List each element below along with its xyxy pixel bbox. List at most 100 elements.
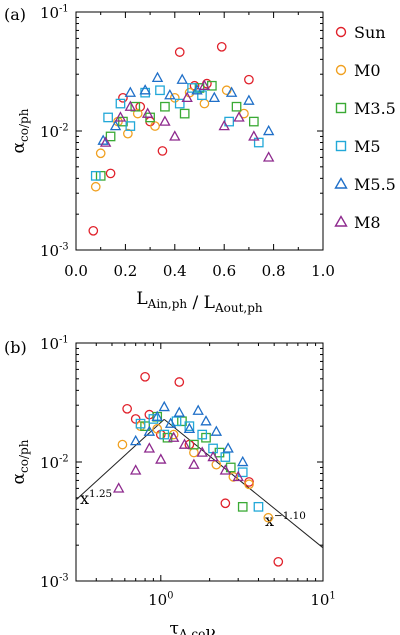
data-point [174, 47, 185, 57]
data-point [125, 121, 136, 131]
data-point [164, 417, 177, 428]
data-point [135, 418, 146, 429]
data-point [189, 447, 199, 458]
data-point [159, 115, 171, 126]
y-tick-label: 10-2 [40, 122, 69, 141]
y-tick-label: 10-3 [40, 241, 69, 260]
panel-label: (a) [4, 5, 26, 24]
data-point [232, 470, 244, 482]
legend-label: M5.5 [354, 175, 396, 194]
data-point [220, 498, 231, 509]
data-point [135, 101, 146, 112]
fit-line-label: x−1.10 [265, 510, 306, 530]
data-point [253, 501, 264, 512]
data-point [262, 124, 275, 136]
data-point [199, 98, 210, 109]
y-axis-label: αco/ph [9, 439, 31, 484]
data-point [237, 455, 249, 467]
legend: Sun M0 M3.5 M5 M5.5 M8 [334, 23, 396, 232]
data-point [139, 84, 151, 95]
data-point [112, 482, 125, 493]
data-point [122, 403, 132, 414]
data-point [124, 100, 137, 111]
data-point [176, 73, 188, 84]
x-axis-label: τA,coνac [169, 619, 229, 635]
data-point [183, 422, 196, 434]
y-tick-label: 10-1 [40, 334, 69, 353]
data-point [118, 92, 128, 103]
fit-line-label: x1.25 [80, 488, 112, 508]
x-tick-label: 0.6 [212, 262, 236, 280]
data-point [197, 429, 208, 440]
legend-label: M5 [354, 137, 381, 156]
data-point [233, 111, 245, 122]
x-axis-label: LAin,ph / LAout,ph [136, 289, 263, 315]
data-point [151, 410, 163, 421]
data-point [169, 130, 181, 141]
y-tick-label: 10-2 [40, 453, 69, 472]
data-point [141, 107, 154, 118]
data-point [222, 442, 234, 453]
data-point [129, 434, 142, 446]
legend-label: Sun [354, 23, 386, 42]
data-point [218, 119, 230, 131]
fit-line [75, 419, 165, 501]
data-point [174, 377, 185, 387]
plot-frame [75, 11, 324, 251]
data-point [188, 458, 200, 469]
data-point [208, 91, 221, 103]
x-tick-label: 0.2 [113, 262, 137, 280]
legend-label: M3.5 [354, 99, 396, 118]
data-point [184, 421, 195, 432]
data-point [95, 148, 106, 159]
data-point [244, 479, 254, 490]
data-point [244, 74, 254, 85]
x-tick-label: 0.8 [262, 262, 286, 280]
data-point [97, 134, 109, 145]
data-point [90, 170, 101, 181]
data-point [109, 119, 122, 131]
data-point [150, 121, 160, 131]
data-point [200, 415, 212, 426]
data-point [198, 79, 211, 90]
data-point [103, 112, 113, 123]
legend-marker [334, 177, 348, 189]
data-point [123, 128, 133, 139]
data-point [155, 453, 167, 464]
data-point [90, 181, 101, 192]
data-point [173, 406, 186, 417]
data-point [237, 501, 248, 512]
data-point [179, 108, 190, 119]
data-point [117, 439, 128, 450]
data-point [197, 90, 207, 101]
x-tick-label: 101 [310, 590, 335, 609]
y-axis-label: αco/ph [9, 108, 31, 153]
data-point [114, 111, 127, 122]
data-point [225, 86, 238, 97]
chart-panel-b: (b) 10-3 10-2 10-1 100 101 τA,coνac αco/ph x1.25… [4, 334, 336, 635]
data-point [178, 438, 191, 449]
data-point [253, 137, 264, 148]
x-tick-label: 100 [148, 590, 173, 609]
data-point [210, 425, 223, 436]
data-point [115, 98, 126, 109]
data-point [151, 71, 164, 83]
data-point [158, 400, 170, 412]
plot-frame [75, 342, 324, 582]
data-point [192, 404, 204, 415]
panel-label: (b) [4, 338, 27, 357]
x-tick-label: 1.0 [311, 262, 335, 280]
data-point [132, 108, 143, 119]
fit-line [163, 419, 324, 549]
data-point [231, 101, 242, 112]
data-point [129, 464, 142, 475]
data-point [273, 556, 284, 567]
data-point [105, 168, 116, 179]
data-point [177, 416, 187, 427]
y-tick-label: 10-3 [40, 572, 69, 591]
x-tick-label: 0.0 [64, 262, 88, 280]
data-point [248, 130, 260, 141]
data-point [207, 450, 219, 462]
data-point [140, 371, 150, 382]
